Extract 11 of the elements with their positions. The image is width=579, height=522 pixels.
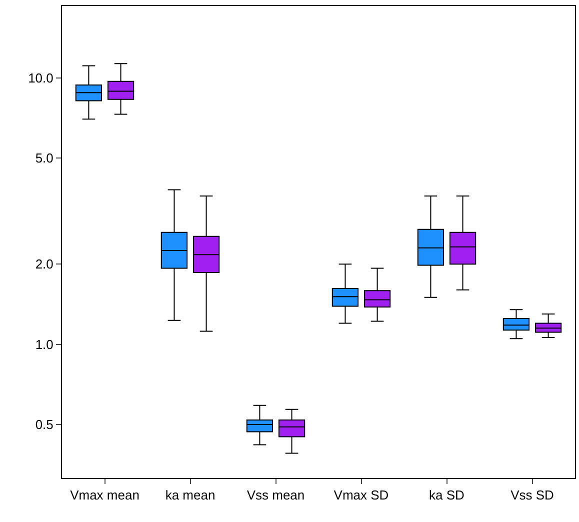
y-tick-label: 2.0 [35, 256, 54, 272]
x-tick-label: ka SD [429, 488, 464, 503]
x-tick-label: Vmax SD [334, 488, 389, 503]
x-tick-label: Vss SD [510, 488, 554, 503]
y-tick-label: 1.0 [35, 336, 54, 352]
x-tick-label: ka mean [165, 488, 216, 503]
y-tick-label: 10.0 [28, 70, 54, 86]
x-tick-label: Vss mean [246, 488, 305, 503]
x-tick-label: Vmax mean [70, 488, 140, 503]
y-tick-label: 0.5 [35, 417, 54, 432]
y-tick-label: 5.0 [35, 150, 54, 166]
